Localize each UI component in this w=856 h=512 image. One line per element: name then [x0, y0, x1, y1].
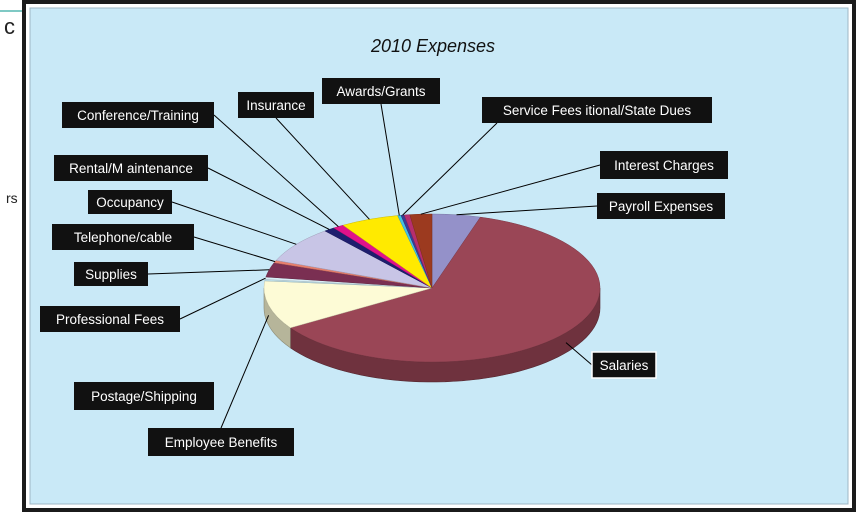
- callout-box-8: [54, 155, 208, 181]
- callout-label-4: Professional Fees: [56, 312, 164, 327]
- callout-box-10: [238, 92, 314, 118]
- chart-border: [22, 0, 856, 512]
- callout-box-9: [62, 102, 214, 128]
- callout-box-13: [600, 151, 728, 179]
- callout-label-3: Postage/Shipping: [91, 389, 197, 404]
- leader-line-1: [565, 342, 593, 366]
- callout-box-1: [591, 351, 657, 379]
- leader-line-2: [220, 315, 270, 429]
- leader-line-10: [275, 117, 370, 220]
- callout-label-11: Awards/Grants: [336, 84, 425, 99]
- callout-label-12: Service Fees itional/State Dues: [503, 103, 692, 118]
- callout-labels: Payroll Expenses Salaries Employee Benefit…: [40, 78, 728, 456]
- callout-box-11: [322, 78, 440, 104]
- leader-line-6: [193, 236, 276, 263]
- callout-label-2: Employee Benefits: [165, 435, 278, 450]
- callout-box-5: [74, 262, 148, 286]
- pie-slice-1: [289, 216, 601, 363]
- callout-label-9: Conference/Training: [77, 108, 199, 123]
- pie-top-layer: [263, 213, 601, 363]
- callout-box-3: [74, 382, 214, 410]
- leader-line-9: [213, 114, 339, 227]
- callout-box-7: [88, 190, 172, 214]
- callout-label-7: Occupancy: [96, 195, 164, 210]
- callout-label-13: Interest Charges: [614, 158, 714, 173]
- chart-title: 2010 Expenses: [370, 36, 495, 56]
- left-edge-strip: c rs: [0, 0, 22, 512]
- leader-lines: [147, 103, 601, 429]
- callout-box-12: [482, 97, 712, 123]
- leader-line-8: [207, 167, 330, 230]
- leader-line-0: [456, 205, 598, 216]
- callout-label-1: Salaries: [600, 358, 649, 373]
- leader-line-7: [171, 201, 297, 245]
- callout-box-4: [40, 306, 180, 332]
- callout-label-10: Insurance: [246, 98, 305, 113]
- pie-chart: 2010 Expenses Payroll Expenses Salaries Em…: [22, 0, 856, 512]
- callout-label-8: Rental/M aintenance: [69, 161, 193, 176]
- left-edge-text-middle: rs: [6, 190, 18, 206]
- pie-slice-2: [263, 280, 433, 329]
- leader-line-5: [147, 269, 270, 275]
- left-edge-text-top: c: [4, 14, 15, 39]
- callout-label-0: Payroll Expenses: [609, 199, 714, 214]
- leader-line-11: [380, 103, 400, 216]
- chart-frame: 2010 Expenses Payroll Expenses Salaries Em…: [22, 0, 856, 512]
- leader-line-4: [179, 277, 266, 320]
- callout-box-6: [52, 224, 194, 250]
- callout-label-5: Supplies: [85, 267, 137, 282]
- leader-line-13: [420, 164, 601, 215]
- leader-line-12: [402, 122, 498, 216]
- callout-box-0: [597, 193, 725, 219]
- callout-label-6: Telephone/cable: [74, 230, 172, 245]
- left-edge-rule: [0, 10, 22, 12]
- callout-box-2: [148, 428, 294, 456]
